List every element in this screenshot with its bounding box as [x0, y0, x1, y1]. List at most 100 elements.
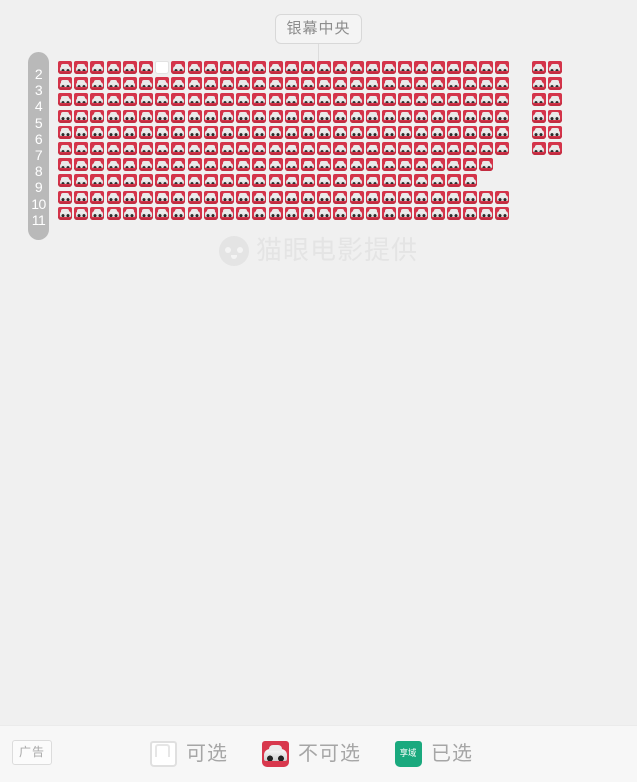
seat-r10-c20[interactable]	[365, 190, 380, 204]
seat-r5-c28[interactable]	[495, 109, 510, 123]
seat-r7-c20[interactable]	[365, 142, 380, 155]
seat-r3-c20[interactable]	[365, 77, 380, 91]
seat-r3-c6[interactable]	[139, 77, 153, 91]
seat-r8-c17[interactable]	[317, 158, 332, 172]
seat-r2-c6[interactable]	[139, 61, 153, 74]
seat-r8-c20[interactable]	[365, 158, 380, 172]
seat-r5-c5[interactable]	[122, 109, 137, 123]
seat-r7-c7[interactable]	[155, 142, 170, 155]
seat-r4-right-c1[interactable]	[531, 93, 546, 107]
seat-r3-c13[interactable]	[252, 77, 267, 91]
seat-r7-c5[interactable]	[122, 142, 137, 155]
seat-r11-c14[interactable]	[268, 206, 283, 220]
seat-r3-c24[interactable]	[430, 77, 445, 91]
seat-r7-c3[interactable]	[90, 142, 105, 155]
seat-r5-c2[interactable]	[74, 109, 89, 123]
seat-r5-c8[interactable]	[171, 109, 186, 123]
seat-r2-c18[interactable]	[333, 61, 348, 74]
seat-r7-c10[interactable]	[203, 142, 218, 155]
seat-r6-c5[interactable]	[122, 125, 137, 139]
seat-r10-c21[interactable]	[382, 190, 396, 204]
seat-r4-c18[interactable]	[333, 93, 348, 107]
seat-r4-c27[interactable]	[479, 93, 494, 107]
seat-r3-c11[interactable]	[220, 77, 234, 91]
seat-r11-c28[interactable]	[495, 206, 510, 220]
seat-r11-c22[interactable]	[398, 206, 413, 220]
seat-r6-c17[interactable]	[317, 125, 332, 139]
seat-r4-c10[interactable]	[203, 93, 218, 107]
seat-r2-c14[interactable]	[268, 61, 283, 74]
seat-r8-c26[interactable]	[463, 158, 477, 172]
seat-r4-c25[interactable]	[446, 93, 461, 107]
seat-r11-c17[interactable]	[317, 206, 332, 220]
seat-r9-c6[interactable]	[139, 174, 153, 188]
seat-r3-c2[interactable]	[74, 77, 89, 91]
seat-r8-c22[interactable]	[398, 158, 413, 172]
seat-r10-c22[interactable]	[398, 190, 413, 204]
seat-r9-c24[interactable]	[430, 174, 445, 188]
seat-r6-c16[interactable]	[301, 125, 315, 139]
seat-r11-c23[interactable]	[414, 206, 429, 220]
seat-r7-c25[interactable]	[446, 142, 461, 155]
seat-r3-c3[interactable]	[90, 77, 105, 91]
seat-r9-c7[interactable]	[155, 174, 170, 188]
seat-r6-c8[interactable]	[171, 125, 186, 139]
seat-r10-c27[interactable]	[479, 190, 494, 204]
seat-r7-c27[interactable]	[479, 142, 494, 155]
seat-r3-c27[interactable]	[479, 77, 494, 91]
seat-r6-c24[interactable]	[430, 125, 445, 139]
seat-r9-c25[interactable]	[446, 174, 461, 188]
seat-r3-c23[interactable]	[414, 77, 429, 91]
seat-r3-right-c1[interactable]	[531, 77, 546, 91]
seat-r9-c21[interactable]	[382, 174, 396, 188]
seat-r8-c14[interactable]	[268, 158, 283, 172]
seat-r8-c4[interactable]	[106, 158, 121, 172]
seat-r9-c20[interactable]	[365, 174, 380, 188]
seat-r8-c16[interactable]	[301, 158, 315, 172]
seat-r6-c28[interactable]	[495, 125, 510, 139]
seat-r5-c21[interactable]	[382, 109, 396, 123]
seat-r4-c28[interactable]	[495, 93, 510, 107]
seat-r7-c17[interactable]	[317, 142, 332, 155]
seat-r4-c11[interactable]	[220, 93, 234, 107]
seat-r11-c2[interactable]	[74, 206, 89, 220]
seat-r4-c6[interactable]	[139, 93, 153, 107]
seat-r4-c23[interactable]	[414, 93, 429, 107]
seat-r4-c19[interactable]	[349, 93, 364, 107]
seat-r5-c26[interactable]	[463, 109, 477, 123]
seat-r11-c16[interactable]	[301, 206, 315, 220]
seat-r5-c27[interactable]	[479, 109, 494, 123]
seat-r10-c16[interactable]	[301, 190, 315, 204]
seat-r7-c9[interactable]	[187, 142, 202, 155]
seat-r8-c12[interactable]	[236, 158, 251, 172]
seat-r11-c6[interactable]	[139, 206, 153, 220]
seat-r10-c13[interactable]	[252, 190, 267, 204]
seat-r8-c8[interactable]	[171, 158, 186, 172]
seat-r2-c1[interactable]	[58, 61, 72, 74]
seat-r6-c25[interactable]	[446, 125, 461, 139]
seat-r7-c11[interactable]	[220, 142, 234, 155]
seat-r6-c18[interactable]	[333, 125, 348, 139]
seat-r11-c19[interactable]	[349, 206, 364, 220]
seat-r6-c13[interactable]	[252, 125, 267, 139]
seat-r4-c12[interactable]	[236, 93, 251, 107]
seat-r2-c7[interactable]	[155, 61, 170, 74]
seat-r9-c4[interactable]	[106, 174, 121, 188]
seat-r8-c15[interactable]	[284, 158, 299, 172]
seat-r10-c15[interactable]	[284, 190, 299, 204]
seat-r2-right-c2[interactable]	[547, 61, 562, 74]
seat-r7-c23[interactable]	[414, 142, 429, 155]
seat-r3-c25[interactable]	[446, 77, 461, 91]
seat-r11-c25[interactable]	[446, 206, 461, 220]
seat-r10-c18[interactable]	[333, 190, 348, 204]
seat-r4-c7[interactable]	[155, 93, 170, 107]
seat-r9-c10[interactable]	[203, 174, 218, 188]
seat-r5-c1[interactable]	[58, 109, 72, 123]
seat-r3-c26[interactable]	[463, 77, 477, 91]
seat-r5-c6[interactable]	[139, 109, 153, 123]
seat-r8-c18[interactable]	[333, 158, 348, 172]
seat-r8-c27[interactable]	[479, 158, 494, 172]
seat-r4-c21[interactable]	[382, 93, 396, 107]
seat-r9-c3[interactable]	[90, 174, 105, 188]
seat-r9-c26[interactable]	[463, 174, 477, 188]
